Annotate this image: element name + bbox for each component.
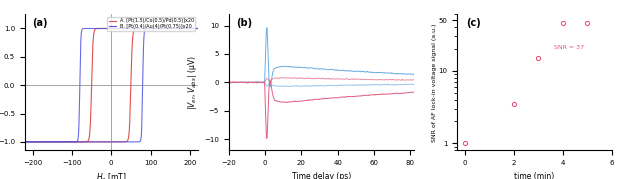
Legend: A. [Pt(1.5)/Co(0.5)/Pd(0.5)]x20, B. [Pt(0.4)/Au(4)/Pt(0.75)]x20: A. [Pt(1.5)/Co(0.5)/Pd(0.5)]x20, B. [Pt(… bbox=[107, 17, 195, 31]
Line: B. [Pt(0.4)/Au(4)/Pt(0.75)]x20: B. [Pt(0.4)/Au(4)/Pt(0.75)]x20 bbox=[25, 28, 198, 142]
Text: (a): (a) bbox=[32, 18, 47, 28]
A. [Pt(1.5)/Co(0.5)/Pd(0.5)]x20 bbox=[194, 27, 201, 30]
Text: SNR = 37: SNR = 37 bbox=[554, 45, 584, 50]
A. [Pt(1.5)/Co(0.5)/Pd(0.5)]x20 bbox=[21, 141, 28, 143]
A. [Pt(1.5)/Co(0.5)/Pd(0.5)]x20 bbox=[124, 139, 132, 141]
B. [Pt(0.4)/Au(4)/Pt(0.75)]x20 bbox=[124, 141, 132, 143]
Line: A. [Pt(1.5)/Co(0.5)/Pd(0.5)]x20: A. [Pt(1.5)/Co(0.5)/Pd(0.5)]x20 bbox=[25, 28, 198, 142]
B. [Pt(0.4)/Au(4)/Pt(0.75)]x20 bbox=[121, 141, 128, 143]
B. [Pt(0.4)/Au(4)/Pt(0.75)]x20 bbox=[176, 27, 184, 30]
A. [Pt(1.5)/Co(0.5)/Pd(0.5)]x20 bbox=[56, 141, 63, 143]
Text: (c): (c) bbox=[467, 18, 481, 28]
Text: (b): (b) bbox=[236, 18, 252, 28]
B. [Pt(0.4)/Au(4)/Pt(0.75)]x20 bbox=[59, 141, 66, 143]
A. [Pt(1.5)/Co(0.5)/Pd(0.5)]x20 bbox=[75, 141, 82, 143]
Y-axis label: $|V_{er}, V_{abs}|$ (μV): $|V_{er}, V_{abs}|$ (μV) bbox=[185, 55, 198, 110]
Legend: M ∼ +300 mT, M ∼ −300 mT: M ∼ +300 mT, M ∼ −300 mT bbox=[457, 17, 514, 34]
X-axis label: Time delay (ps): Time delay (ps) bbox=[292, 172, 351, 179]
B. [Pt(0.4)/Au(4)/Pt(0.75)]x20 bbox=[56, 141, 63, 143]
B. [Pt(0.4)/Au(4)/Pt(0.75)]x20 bbox=[194, 27, 201, 30]
B. [Pt(0.4)/Au(4)/Pt(0.75)]x20 bbox=[21, 141, 28, 143]
A. [Pt(1.5)/Co(0.5)/Pd(0.5)]x20 bbox=[118, 141, 125, 143]
A. [Pt(1.5)/Co(0.5)/Pd(0.5)]x20 bbox=[176, 27, 184, 30]
A. [Pt(1.5)/Co(0.5)/Pd(0.5)]x20 bbox=[99, 141, 106, 143]
B. [Pt(0.4)/Au(4)/Pt(0.75)]x20 bbox=[75, 141, 82, 143]
X-axis label: time (min): time (min) bbox=[514, 172, 555, 179]
Y-axis label: SNR of AF lock-in voltage signal (a.u.): SNR of AF lock-in voltage signal (a.u.) bbox=[432, 23, 437, 142]
B. [Pt(0.4)/Au(4)/Pt(0.75)]x20 bbox=[117, 141, 125, 143]
X-axis label: $H_z$ [mT]: $H_z$ [mT] bbox=[96, 172, 127, 179]
A. [Pt(1.5)/Co(0.5)/Pd(0.5)]x20 bbox=[59, 141, 66, 143]
